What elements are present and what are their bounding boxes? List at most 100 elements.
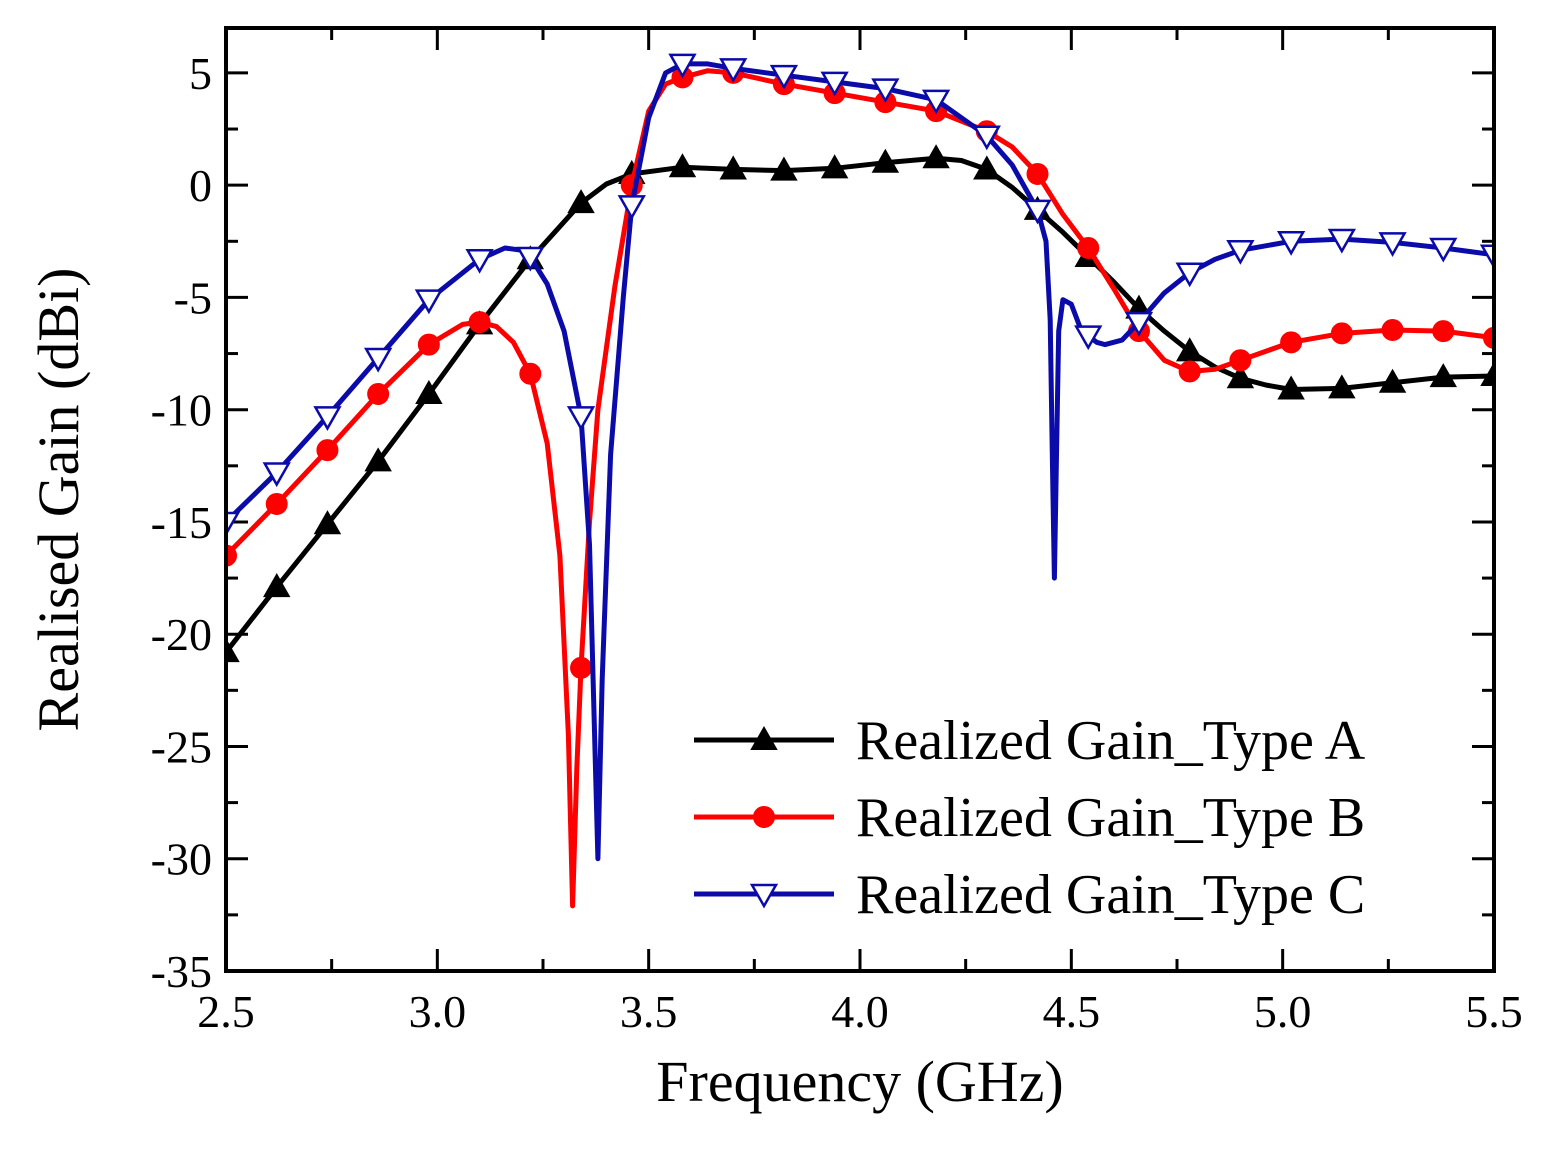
data-point	[617, 195, 646, 220]
y-tick-label: 0	[189, 160, 212, 211]
x-tick-label: 3.5	[620, 986, 678, 1037]
data-point	[1175, 262, 1204, 288]
y-tick-label: -25	[151, 721, 212, 772]
data-point	[1077, 237, 1100, 260]
x-tick-label: 4.5	[1043, 986, 1101, 1037]
series-realized-gain-type-b	[226, 61, 1494, 909]
x-tick-label: 2.5	[197, 986, 255, 1037]
data-point	[871, 148, 900, 173]
data-point	[1175, 337, 1204, 362]
data-point	[414, 289, 444, 315]
data-point	[226, 544, 237, 567]
data-point	[1276, 231, 1306, 256]
data-point	[1479, 244, 1494, 270]
data-point	[1480, 361, 1494, 387]
data-point	[519, 362, 542, 385]
data-point	[719, 155, 747, 180]
y-tick-label: 5	[189, 48, 212, 99]
data-point	[1226, 240, 1255, 265]
x-tick-labels: 2.5 3.0 3.5 4.0 4.5 5.0 5.5	[197, 986, 1523, 1037]
data-point	[1074, 325, 1103, 351]
data-point	[769, 64, 799, 90]
data-point	[262, 573, 291, 598]
legend-marker	[750, 725, 778, 750]
data-point	[1023, 199, 1052, 225]
data-point	[922, 144, 950, 169]
data-point	[719, 58, 748, 83]
data-point	[1381, 318, 1404, 341]
data-point	[226, 511, 241, 537]
data-point	[417, 333, 440, 356]
y-tick-label: -10	[151, 385, 212, 436]
legend-label: Realized Gain_Type A	[856, 710, 1366, 772]
data-point	[921, 89, 951, 115]
legend-item: Realized Gain_Type B	[694, 787, 1365, 849]
data-point	[1429, 237, 1458, 263]
data-point	[1483, 326, 1494, 349]
series-line	[226, 68, 1494, 909]
series-realized-gain-type-c	[226, 53, 1494, 862]
data-point	[1328, 374, 1356, 399]
data-point	[516, 246, 545, 272]
data-point	[570, 656, 593, 679]
data-point	[1378, 368, 1407, 393]
data-point	[1378, 232, 1407, 257]
data-point	[770, 156, 798, 181]
data-point	[973, 155, 1001, 180]
data-point	[1280, 331, 1303, 354]
x-tick-label: 5.5	[1465, 986, 1523, 1037]
data-point	[820, 71, 849, 97]
y-tick-label: -15	[151, 497, 212, 548]
data-point	[316, 439, 339, 462]
data-point	[668, 53, 697, 79]
data-point	[1178, 360, 1201, 383]
y-axis-title: Realised Gain (dBi)	[26, 268, 91, 732]
data-point	[1277, 375, 1305, 400]
y-tick-label: -30	[151, 834, 212, 885]
legend-item: Realized Gain_Type C	[694, 864, 1365, 926]
data-point	[972, 125, 1001, 151]
legend-label: Realized Gain_Type B	[856, 787, 1365, 849]
data-point	[1124, 311, 1154, 337]
legend: Realized Gain_Type A Realized Gain_Type B…	[694, 710, 1366, 926]
data-point	[1327, 228, 1356, 254]
x-tick-label: 5.0	[1254, 986, 1312, 1037]
data-point	[871, 78, 900, 104]
data-point	[1226, 364, 1255, 389]
x-tick-label: 4.0	[831, 986, 889, 1037]
data-point	[468, 311, 491, 334]
data-point	[313, 510, 342, 535]
data-point	[465, 249, 494, 274]
data-point	[1429, 363, 1458, 388]
data-point	[265, 492, 288, 515]
y-tick-label: -35	[151, 946, 212, 997]
data-point	[1229, 349, 1252, 372]
data-point	[668, 153, 697, 178]
y-tick-label: -5	[174, 272, 212, 323]
x-axis-title: Frequency (GHz)	[656, 1049, 1063, 1114]
series-group	[226, 53, 1494, 909]
series-realized-gain-type-a	[226, 144, 1494, 663]
data-point	[226, 638, 240, 663]
data-point	[1330, 322, 1353, 345]
plot-frame	[224, 26, 1496, 973]
legend-marker	[753, 806, 775, 828]
data-point	[367, 382, 390, 405]
data-point	[364, 347, 393, 373]
series-line	[226, 155, 1494, 655]
data-point	[567, 189, 595, 214]
data-point	[820, 154, 849, 179]
y-tick-label: -20	[151, 609, 212, 660]
data-point	[364, 447, 392, 472]
data-point	[1026, 162, 1049, 185]
data-point	[415, 379, 443, 404]
y-tick-labels: 5 0 -5 -10 -15 -20 -25 -30 -35	[151, 48, 212, 997]
legend-label: Realized Gain_Type C	[856, 864, 1365, 926]
x-tick-label: 3.0	[409, 986, 467, 1037]
legend-item: Realized Gain_Type A	[694, 710, 1366, 772]
data-point	[1432, 320, 1455, 343]
data-point	[566, 406, 596, 431]
data-point	[313, 406, 342, 431]
legend-marker	[749, 883, 779, 909]
